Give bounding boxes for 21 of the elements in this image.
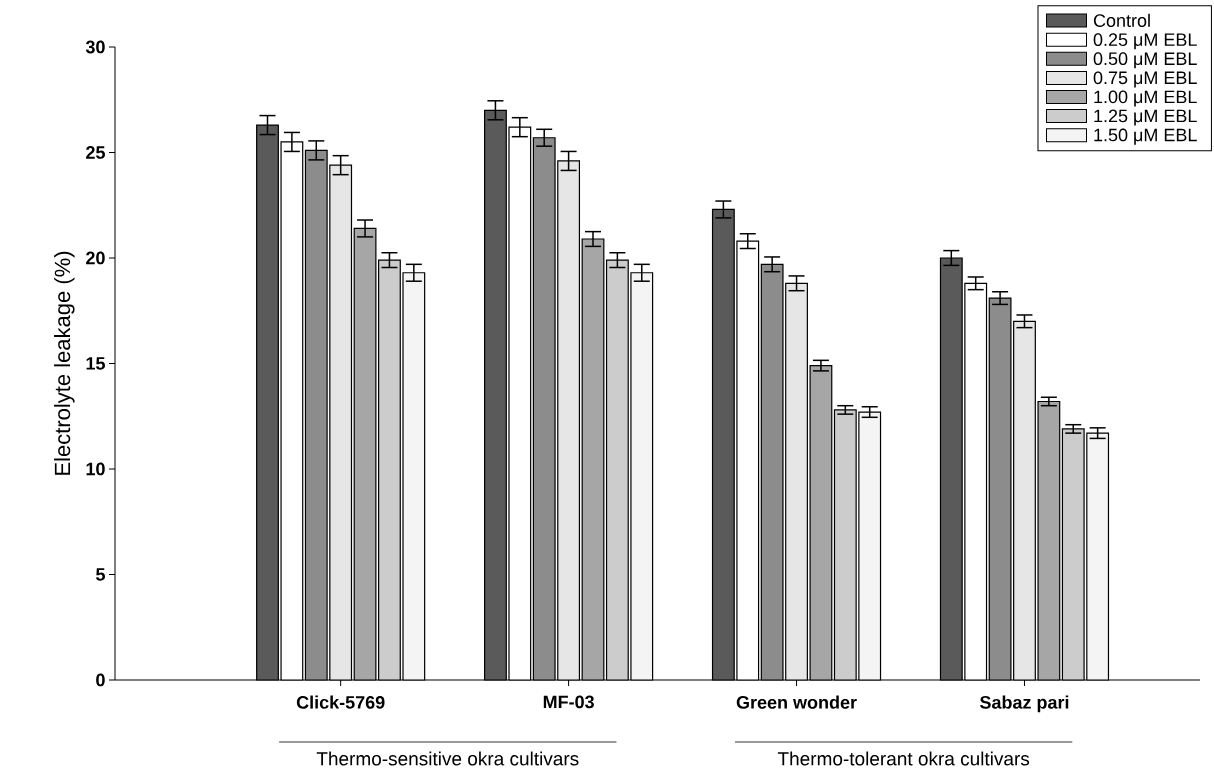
y-tick-label: 20 (86, 251, 105, 265)
x-tick-label: Click-5769 (296, 695, 385, 709)
y-tick-label: 30 (85, 40, 105, 54)
y-tick-label: 10 (86, 462, 105, 476)
x-tick-label: Green wonder (736, 695, 857, 709)
legend-label: 0.75 μM EBL (1093, 71, 1197, 88)
legend-label: 0.25 μM EBL (1093, 33, 1197, 50)
legend-label: Control (1093, 13, 1150, 27)
text: Thermo-sensitive okra cultivars (316, 751, 579, 766)
legend-label: 1.00 μM EBL (1094, 90, 1197, 107)
y-axis-title: Electrolyte leakage (%) (54, 251, 75, 475)
x-tick-label: Sabaz pari (979, 695, 1069, 713)
legend-label: 0.50 μM EBL (1093, 52, 1197, 69)
y-tick-label: 25 (86, 146, 105, 159)
y-tick-label: 0 (96, 673, 105, 687)
legend-label: 1.50 μM EBL (1094, 128, 1197, 145)
y-tick-label: 15 (86, 357, 105, 370)
text: Thermo-tolerant okra cultivars (777, 751, 1030, 766)
legend-label: 1.25 μM EBL (1094, 109, 1197, 126)
x-tick-label: MF-03 (543, 695, 594, 709)
y-tick-label: 5 (96, 568, 105, 581)
